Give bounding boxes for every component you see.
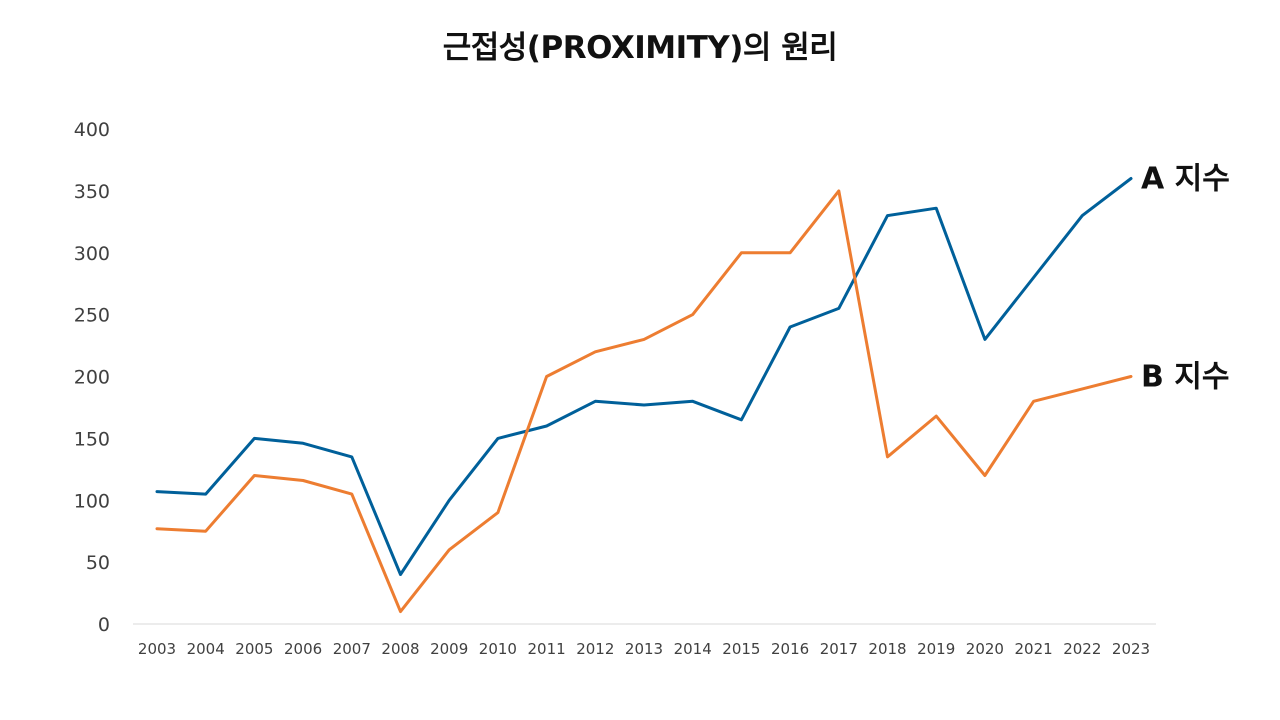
series-line-a xyxy=(155,177,1133,576)
chart-title: 근접성(PROXIMITY)의 원리 xyxy=(442,30,838,66)
y-tick-label: 250 xyxy=(74,305,110,327)
y-tick-label: 200 xyxy=(74,367,110,389)
x-tick-label: 2004 xyxy=(187,640,225,658)
y-tick-label: 400 xyxy=(74,119,110,141)
y-tick-label: 50 xyxy=(86,552,110,574)
y-tick-label: 300 xyxy=(74,243,110,265)
x-axis-ticks: 2003 2004 2005 2006 2007 2008 2009 2010 2011 2012… xyxy=(138,640,1150,658)
x-tick-label: 2012 xyxy=(576,640,614,658)
x-tick-label: 2020 xyxy=(966,640,1004,658)
x-tick-label: 2010 xyxy=(479,640,517,658)
x-tick-label: 2008 xyxy=(381,640,419,658)
x-tick-label: 2015 xyxy=(722,640,760,658)
series-label-b: B 지수 xyxy=(1141,360,1230,395)
series-line-b xyxy=(155,189,1133,614)
x-tick-label: 2023 xyxy=(1112,640,1150,658)
y-tick-label: 350 xyxy=(74,181,110,203)
x-tick-label: 2022 xyxy=(1063,640,1101,658)
x-tick-label: 2006 xyxy=(284,640,322,658)
x-tick-label: 2017 xyxy=(820,640,858,658)
x-tick-label: 2011 xyxy=(528,640,566,658)
y-tick-label: 100 xyxy=(74,490,110,512)
series-lines xyxy=(155,177,1133,614)
x-tick-label: 2007 xyxy=(333,640,371,658)
x-tick-label: 2009 xyxy=(430,640,468,658)
y-tick-label: 150 xyxy=(74,428,110,450)
x-tick-label: 2018 xyxy=(868,640,906,658)
x-tick-label: 2016 xyxy=(771,640,809,658)
series-labels: A 지수 B 지수 xyxy=(1141,162,1230,395)
x-tick-label: 2013 xyxy=(625,640,663,658)
y-tick-label: 0 xyxy=(98,614,110,636)
y-axis-ticks: 0 50 100 150 200 250 300 350 400 xyxy=(74,119,110,636)
x-tick-label: 2021 xyxy=(1015,640,1053,658)
series-label-a: A 지수 xyxy=(1141,162,1230,197)
x-tick-label: 2003 xyxy=(138,640,176,658)
x-tick-label: 2014 xyxy=(674,640,712,658)
x-tick-label: 2005 xyxy=(235,640,273,658)
x-tick-label: 2019 xyxy=(917,640,955,658)
